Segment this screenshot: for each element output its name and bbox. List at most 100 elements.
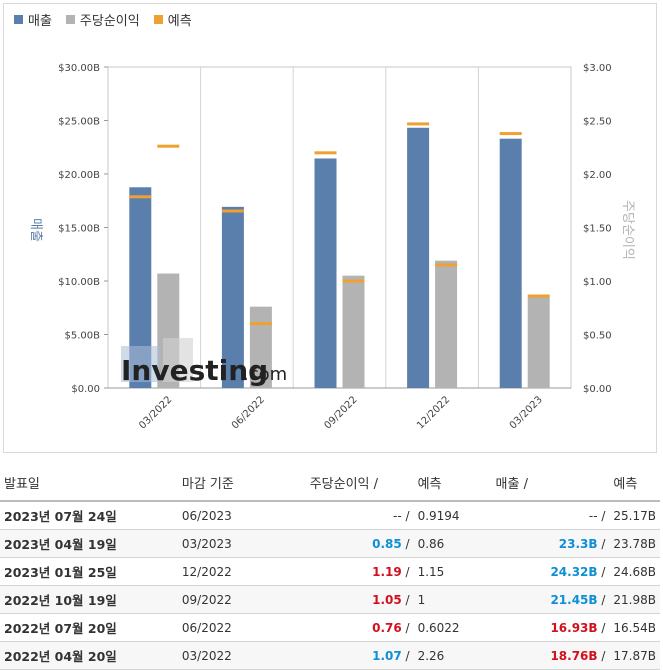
eps-cell: -- / [305, 501, 414, 530]
table-row: 2022년 07월 20일 06/2022 0.76 /0.6022 16.93B /… [0, 613, 660, 642]
header-period[interactable]: 마감 기준 [177, 468, 306, 502]
revenue-cell: 21.45B / [491, 585, 610, 614]
revenue-bar [129, 187, 152, 388]
eps-forecast-mark [435, 263, 458, 267]
period-cell: 03/2022 [177, 641, 306, 670]
period-cell: 12/2022 [177, 557, 306, 586]
header-eps[interactable]: 주당순이익 / [305, 468, 414, 502]
y-axis-title-right: 주당순이익 [620, 200, 635, 260]
revenue-cell: 24.32B / [491, 557, 610, 586]
release-date-cell: 2022년 10월 19일 [0, 585, 178, 614]
eps-forecast-cell: 0.86 [413, 529, 492, 558]
revenue-forecast-cell: 25.17B [609, 501, 660, 530]
y-tick-label-right: $2.00 [583, 170, 612, 181]
revenue-forecast-mark [499, 132, 522, 136]
eps-actual: 1.07 [372, 648, 402, 663]
table-row: 2022년 04월 20일 03/2022 1.07 /2.26 18.76B /17… [0, 641, 660, 670]
eps-swatch [65, 15, 75, 24]
eps-bar [249, 306, 272, 388]
x-tick-label: 12/2022 [415, 394, 452, 431]
release-date-cell: 2022년 07월 20일 [0, 613, 178, 642]
legend-label-eps: 주당순이익 [79, 14, 140, 29]
revenue-actual: 18.76B [550, 648, 598, 663]
revenue-actual: 21.45B [550, 592, 598, 607]
table-row: 2023년 01월 25일 12/2022 1.19 /1.15 24.32B /24… [0, 557, 660, 586]
y-tick-label-right: $1.50 [583, 224, 612, 235]
header-date[interactable]: 발표일 [0, 468, 178, 502]
investing-watermark: Investing .com [121, 338, 287, 387]
watermark-suffix: .com [243, 364, 287, 385]
eps-cell: 1.19 / [305, 557, 414, 586]
legend-item-forecast[interactable]: 예측 [153, 10, 192, 29]
revenue-forecast-cell: 24.68B [609, 557, 660, 586]
period-cell: 03/2023 [177, 529, 306, 558]
x-tick-label: 06/2022 [230, 394, 267, 431]
revenue-forecast-mark [221, 209, 244, 213]
revenue-bar [314, 158, 337, 388]
watermark-text: Investing [121, 354, 268, 387]
y-tick-label-right: $0.00 [583, 384, 612, 395]
eps-actual: 1.05 [372, 592, 402, 607]
release-date-cell: 2023년 04월 19일 [0, 529, 178, 558]
eps-forecast-cell: 2.26 [413, 641, 492, 670]
eps-bar [342, 275, 365, 388]
header-revenue-forecast[interactable]: 예측 [609, 468, 660, 502]
period-cell: 06/2022 [177, 613, 306, 642]
table-row: 2023년 07월 24일 06/2023 -- /0.9194 -- /25.17B [0, 501, 660, 530]
legend-label-revenue: 매출 [28, 14, 52, 29]
eps-actual: 1.19 [372, 564, 402, 579]
header-eps-forecast[interactable]: 예측 [413, 468, 492, 502]
revenue-actual: 23.3B [558, 536, 598, 551]
earnings-table: 발표일 마감 기준 주당순이익 / 예측 매출 / 예측 2023년 07월 2… [0, 468, 660, 670]
revenue-cell: 18.76B / [491, 641, 610, 670]
eps-forecast-mark [342, 279, 365, 283]
eps-bar [435, 260, 458, 388]
revenue-cell: 23.3B / [491, 529, 610, 558]
y-tick-label-left: $20.00B [58, 170, 100, 181]
release-date-cell: 2022년 04월 20일 [0, 641, 178, 670]
eps-actual: -- [393, 508, 402, 523]
revenue-actual: 24.32B [550, 564, 598, 579]
eps-forecast-cell: 1 [413, 585, 492, 614]
y-tick-label-left: $0.00 [71, 384, 100, 395]
period-cell: 06/2023 [177, 501, 306, 530]
y-tick-label-left: $25.00B [58, 117, 100, 128]
table-row: 2023년 04월 19일 03/2023 0.85 /0.86 23.3B /23.… [0, 529, 660, 558]
eps-forecast-mark [249, 322, 272, 326]
x-tick-label: 03/2022 [137, 394, 174, 431]
eps-actual: 0.76 [372, 620, 402, 635]
header-revenue[interactable]: 매출 / [491, 468, 610, 502]
table-header-row: 발표일 마감 기준 주당순이익 / 예측 매출 / 예측 [0, 468, 660, 502]
legend-item-eps[interactable]: 주당순이익 [65, 10, 140, 29]
y-tick-label-right: $0.50 [583, 331, 612, 342]
revenue-forecast-cell: 16.54B [609, 613, 660, 642]
legend-item-revenue[interactable]: 매출 [14, 10, 52, 29]
revenue-forecast-mark [314, 151, 337, 155]
eps-cell: 1.07 / [305, 641, 414, 670]
eps-forecast-mark [527, 294, 550, 298]
revenue-swatch [14, 15, 23, 24]
table-row: 2022년 10월 19일 09/2022 1.05 /1 21.45B /21.98… [0, 585, 660, 614]
y-axis-title-left: 매출 [28, 218, 43, 242]
x-tick-label: 09/2022 [322, 394, 359, 431]
revenue-actual: -- [588, 508, 598, 523]
revenue-forecast-mark [129, 195, 152, 199]
revenue-forecast-cell: 21.98B [609, 585, 660, 614]
x-tick-label: 03/2023 [508, 394, 545, 431]
eps-forecast-mark [157, 144, 180, 148]
y-tick-label-right: $3.00 [583, 63, 612, 74]
revenue-forecast-mark [407, 122, 430, 126]
eps-forecast-cell: 0.9194 [413, 501, 492, 530]
eps-cell: 1.05 / [305, 585, 414, 614]
eps-bar [527, 297, 550, 388]
release-date-cell: 2023년 07월 24일 [0, 501, 178, 530]
earnings-chart: Investing .com 매출 주당순이익 $0.00 $0.00 $5.00B… [28, 63, 635, 431]
eps-forecast-cell: 0.6022 [413, 613, 492, 642]
forecast-swatch [153, 15, 163, 24]
chart-legend: 매출 주당순이익 예측 [14, 10, 192, 29]
revenue-forecast-cell: 17.87B [609, 641, 660, 670]
chart-panel: 매출 주당순이익 예측 Investing .com 매출 주당순이익 $0.0… [3, 3, 657, 453]
eps-actual: 0.85 [372, 536, 402, 551]
eps-forecast-cell: 1.15 [413, 557, 492, 586]
revenue-cell: 16.93B / [491, 613, 610, 642]
